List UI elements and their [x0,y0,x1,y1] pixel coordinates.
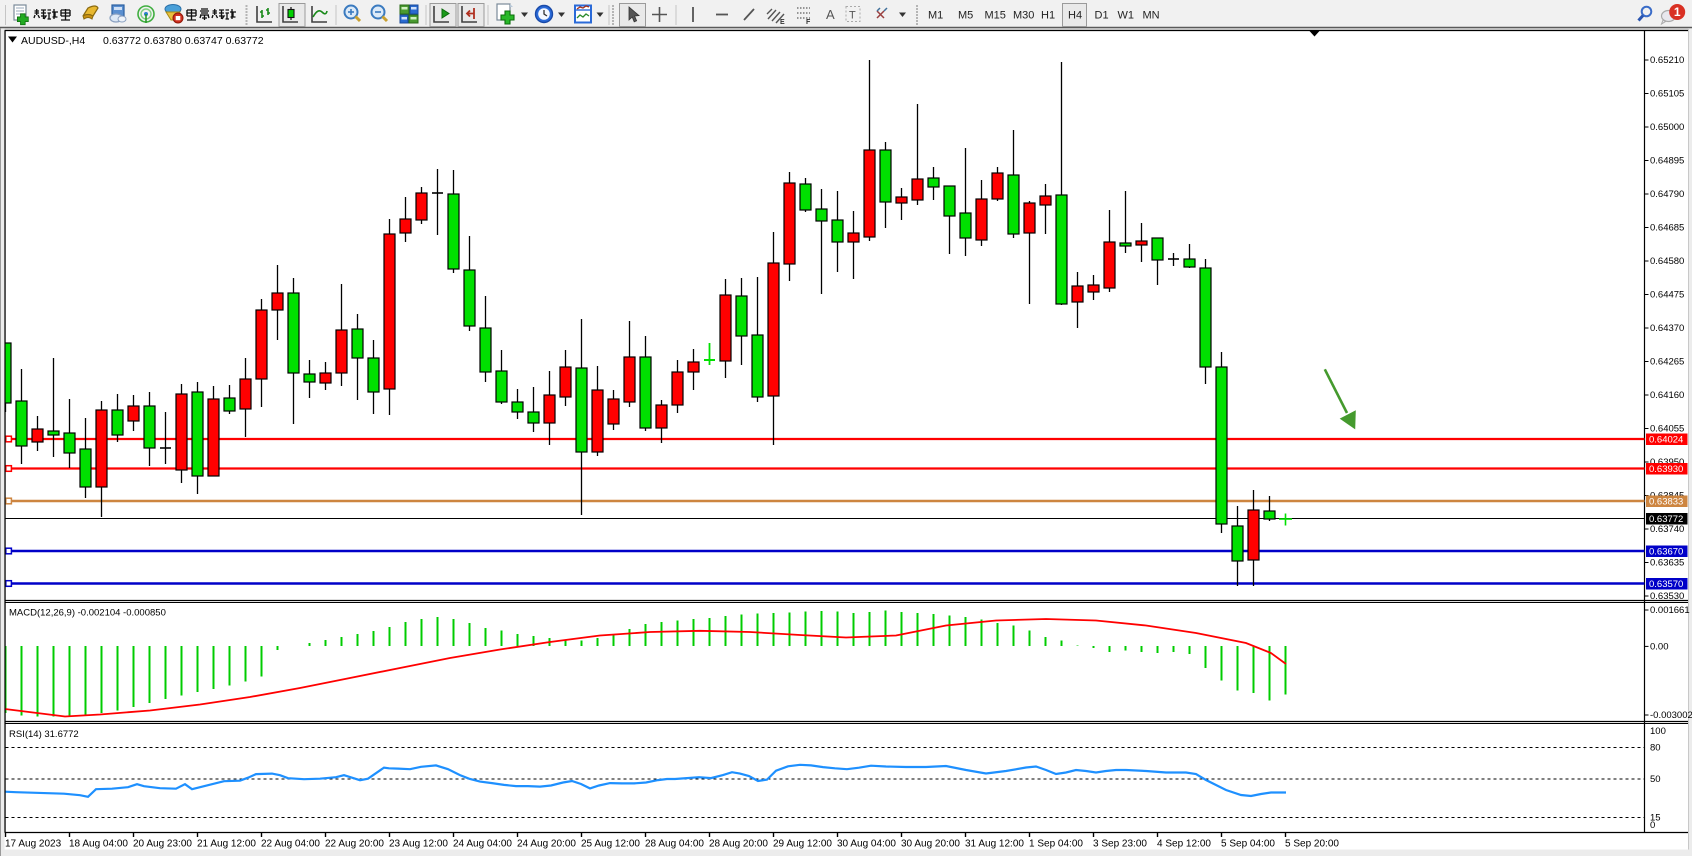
svg-text:M30: M30 [1013,10,1034,22]
svg-text:30 Aug 04:00: 30 Aug 04:00 [837,839,896,850]
svg-text:H4: H4 [1068,10,1082,22]
svg-text:17 Aug 2023: 17 Aug 2023 [5,839,62,850]
svg-text:-0.003002: -0.003002 [1650,710,1692,721]
svg-text:31 Aug 12:00: 31 Aug 12:00 [965,839,1024,850]
svg-text:0.64265: 0.64265 [1650,357,1684,368]
svg-text:A: A [826,7,835,22]
svg-text:W1: W1 [1118,10,1135,22]
svg-text:AUDUSD-,H4: AUDUSD-,H4 [21,35,85,47]
svg-text:20 Aug 23:00: 20 Aug 23:00 [133,839,192,850]
svg-text:24 Aug 04:00: 24 Aug 04:00 [453,839,512,850]
svg-text:0.63772: 0.63772 [1649,514,1683,525]
svg-text:4 Sep 12:00: 4 Sep 12:00 [1157,839,1211,850]
svg-text:5 Sep 20:00: 5 Sep 20:00 [1285,839,1339,850]
svg-text:30 Aug 20:00: 30 Aug 20:00 [901,839,960,850]
svg-text:0.001661: 0.001661 [1650,605,1690,616]
svg-text:1: 1 [1674,5,1681,19]
svg-text:0.65210: 0.65210 [1650,55,1684,66]
svg-text:18 Aug 04:00: 18 Aug 04:00 [69,839,128,850]
svg-text:T: T [849,10,856,22]
svg-text:3 Sep 23:00: 3 Sep 23:00 [1093,839,1147,850]
svg-text:0.64055: 0.64055 [1650,424,1684,435]
svg-text:0.63530: 0.63530 [1650,591,1684,602]
svg-text:0.64790: 0.64790 [1650,189,1684,200]
svg-text:22 Aug 04:00: 22 Aug 04:00 [261,839,320,850]
svg-text:0.63670: 0.63670 [1649,547,1683,558]
svg-text:0.64370: 0.64370 [1650,323,1684,334]
svg-text:28 Aug 20:00: 28 Aug 20:00 [709,839,768,850]
svg-text:100: 100 [1650,726,1666,737]
svg-text:0.64895: 0.64895 [1650,156,1684,167]
svg-text:0.65000: 0.65000 [1650,122,1684,133]
svg-text:15: 15 [1650,813,1661,824]
svg-text:5 Sep 04:00: 5 Sep 04:00 [1221,839,1275,850]
svg-text:0.63833: 0.63833 [1649,497,1683,508]
svg-text:M5: M5 [958,10,973,22]
svg-text:0.63930: 0.63930 [1649,464,1683,475]
svg-text:0.63950: 0.63950 [1650,457,1684,468]
svg-text:M15: M15 [985,10,1006,22]
svg-text:D1: D1 [1095,10,1109,22]
svg-text:0.64160: 0.64160 [1650,390,1684,401]
svg-text:50: 50 [1650,774,1661,785]
svg-text:0.65105: 0.65105 [1650,89,1684,100]
svg-text:0: 0 [1650,820,1655,831]
svg-text:0.00: 0.00 [1650,642,1669,653]
svg-text:E: E [780,19,785,26]
svg-text:21 Aug 12:00: 21 Aug 12:00 [197,839,256,850]
svg-text:22 Aug 20:00: 22 Aug 20:00 [325,839,384,850]
svg-text:23 Aug 12:00: 23 Aug 12:00 [389,839,448,850]
svg-text:0.64685: 0.64685 [1650,223,1684,234]
svg-text:H1: H1 [1041,10,1055,22]
svg-text:24 Aug 20:00: 24 Aug 20:00 [517,839,576,850]
svg-text:F: F [806,19,811,26]
svg-text:1 Sep 04:00: 1 Sep 04:00 [1029,839,1083,850]
svg-text:0.64024: 0.64024 [1649,435,1683,446]
svg-text:28 Aug 04:00: 28 Aug 04:00 [645,839,704,850]
svg-text:0.63570: 0.63570 [1649,579,1683,590]
svg-text:0.63740: 0.63740 [1650,524,1684,535]
svg-text:29 Aug 12:00: 29 Aug 12:00 [773,839,832,850]
svg-text:MN: MN [1143,10,1160,22]
svg-text:MACD(12,26,9) -0.002104 -0.000: MACD(12,26,9) -0.002104 -0.000850 [9,608,166,619]
svg-text:0.64475: 0.64475 [1650,290,1684,301]
svg-text:0.63635: 0.63635 [1650,558,1684,569]
svg-text:25 Aug 12:00: 25 Aug 12:00 [581,839,640,850]
svg-text:0.64580: 0.64580 [1650,256,1684,267]
svg-text:RSI(14) 31.6772: RSI(14) 31.6772 [9,729,79,740]
svg-text:0.63772 0.63780 0.63747 0.6377: 0.63772 0.63780 0.63747 0.63772 [103,35,264,47]
svg-text:80: 80 [1650,743,1661,754]
svg-text:M1: M1 [928,10,943,22]
